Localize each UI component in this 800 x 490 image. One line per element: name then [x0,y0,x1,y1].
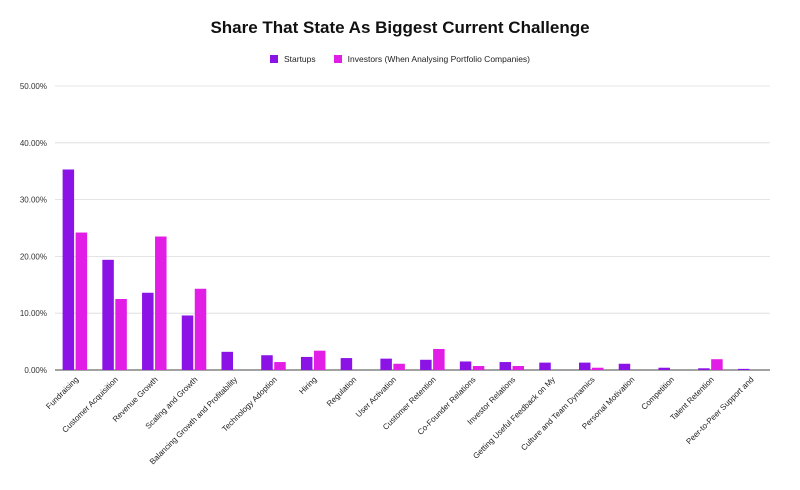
y-tick-label: 0.00% [24,366,47,375]
bar-startups [420,359,432,370]
x-tick-label: Hiring [297,375,318,396]
x-tick-label: Peer-to-Peer Support and [684,375,755,446]
bar-startups [62,169,75,370]
bar-investors [115,299,127,370]
bar-investors [313,350,326,370]
bar-startups [102,259,114,370]
y-tick-label: 40.00% [20,139,47,148]
bar-investors [194,288,207,370]
bar-startups [499,362,512,370]
bar-startups [181,315,194,370]
y-tick-label: 10.00% [20,309,47,318]
bar-investors [512,366,525,370]
x-tick-label: Balancing Growth and Profitability [148,375,239,466]
bar-startups [142,292,154,370]
y-tick-label: 30.00% [20,196,47,205]
x-tick-label: Culture and Team Dynamics [519,375,596,452]
legend-label-investors: Investors (When Analysing Portfolio Comp… [347,54,531,64]
bar-startups [380,358,392,370]
legend-label-startups: Startups [283,54,316,64]
bar-startups [221,351,233,370]
bar-startups [579,362,591,370]
legend-swatch-investors [333,55,342,63]
bar-startups [737,368,750,370]
bar-startups [459,361,472,370]
x-tick-label: Getting Useful Feedback on My [471,375,557,461]
y-tick-label: 20.00% [20,252,47,261]
chart-title: Share That State As Biggest Current Chal… [210,18,590,37]
bar-startups [698,368,710,370]
bar-investors [592,367,604,370]
legend-item-startups: Startups [269,54,316,64]
bar-startups [261,355,273,370]
bar-startups [658,367,670,370]
bar-startups [618,363,631,370]
legend-swatch-startups [269,55,278,63]
y-tick-label: 50.00% [20,82,47,91]
bar-investors [155,236,167,370]
bar-investors [75,232,88,370]
bar-investors [433,348,445,370]
legend-item-investors: Investors (When Analysing Portfolio Comp… [333,54,531,64]
bar-investors [472,366,485,370]
bar-investors [393,363,405,370]
x-tick-label: Competition [640,375,677,412]
bar-investors [274,362,286,370]
bar-startups [539,362,551,370]
bar-investors [711,359,723,370]
bar-startups [340,358,353,370]
x-tick-label: Fundraising [44,375,80,411]
x-tick-label: User Activation [354,375,398,419]
legend: Startups Investors (When Analysing Portf… [0,54,800,64]
x-tick-label: Regulation [325,375,358,408]
bar-startups [300,356,313,370]
